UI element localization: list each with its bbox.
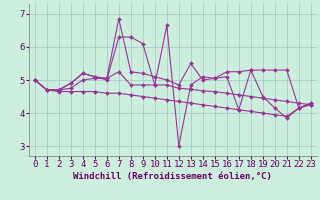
X-axis label: Windchill (Refroidissement éolien,°C): Windchill (Refroidissement éolien,°C) — [73, 172, 272, 181]
